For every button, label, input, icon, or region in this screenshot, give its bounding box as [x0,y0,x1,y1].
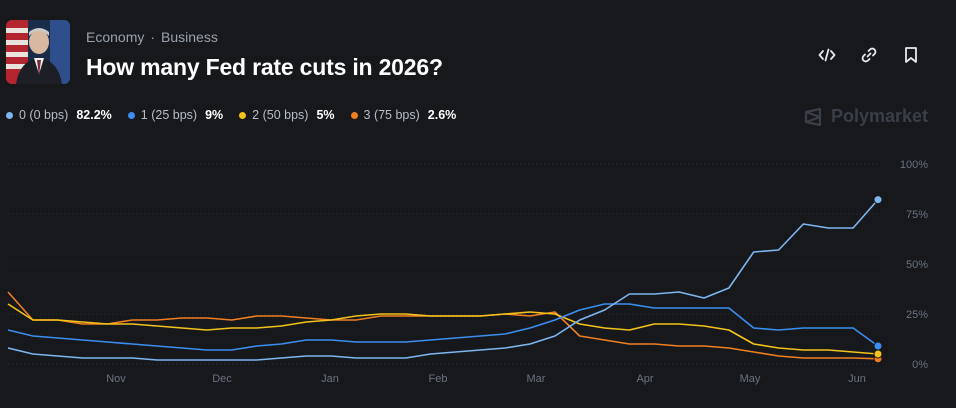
breadcrumb: Economy · Business [86,29,218,45]
probability-chart[interactable]: 100% 75% 50% 25% 0% Nov Dec Jan Feb Mar Apr May Jun [0,150,956,400]
series-line-3[interactable] [7,291,879,360]
legend-label: 3 (75 bps) [363,108,420,122]
legend-label: 0 (0 bps) [19,108,69,122]
polymarket-logo-icon [804,107,822,126]
legend-value: 9% [205,108,224,122]
x-tick-label: Jun [848,373,866,385]
brand-name: Polymarket [830,106,928,126]
series-endpoint[interactable] [873,195,883,205]
breadcrumb-economy[interactable]: Economy [86,29,145,45]
x-tick-label: Dec [212,373,232,385]
market-title: How many Fed rate cuts in 2026? [86,54,443,80]
legend-swatch [6,111,13,119]
bookmark-icon [905,47,917,63]
embed-icon [818,48,836,62]
market-header: Economy · Business How many Fed rate cut… [6,20,950,90]
bookmark-button[interactable] [900,44,922,66]
y-tick-label: 0% [912,359,928,371]
legend-item-3[interactable]: 3 (75 bps) 2.6% [350,108,457,122]
link-icon [861,47,877,63]
legend-item-0[interactable]: 0 (0 bps) 82.2% [6,108,112,122]
x-tick-label: Apr [636,373,653,385]
legend-label: 2 (50 bps) [252,108,309,122]
embed-button[interactable] [816,44,838,66]
y-tick-label: 75% [906,209,928,221]
legend-item-2[interactable]: 2 (50 bps) 5% [239,108,335,122]
series-line-2[interactable] [7,303,879,355]
y-tick-label: 25% [906,309,928,321]
legend-value: 5% [316,108,335,122]
legend-label: 1 (25 bps) [140,108,198,122]
series-line-0[interactable] [7,199,879,361]
legend-swatch [350,111,358,119]
series-endpoint[interactable] [873,349,883,359]
market-avatar[interactable] [6,20,70,84]
legend-item-1[interactable]: 1 (25 bps) 9% [127,108,224,122]
copy-link-button[interactable] [858,44,880,66]
legend-value: 82.2% [76,108,112,122]
breadcrumb-business[interactable]: Business [161,29,218,45]
series-line-1[interactable] [7,303,879,351]
x-tick-label: Mar [527,373,546,385]
legend-swatch [239,111,247,119]
header-actions [816,44,922,66]
polymarket-brand: Polymarket [803,106,928,127]
x-tick-label: Feb [429,373,448,385]
legend-value: 2.6% [427,108,457,122]
x-tick-label: Jan [321,373,339,385]
y-tick-label: 100% [900,159,928,171]
x-tick-label: Nov [106,373,126,385]
y-tick-label: 50% [906,259,928,271]
legend-swatch [127,111,135,119]
series-endpoint[interactable] [873,341,883,351]
chart-legend: 0 (0 bps) 82.2% 1 (25 bps) 9% 2 (50 bps)… [6,108,456,122]
x-tick-label: May [740,373,761,385]
breadcrumb-separator: · [150,29,156,45]
